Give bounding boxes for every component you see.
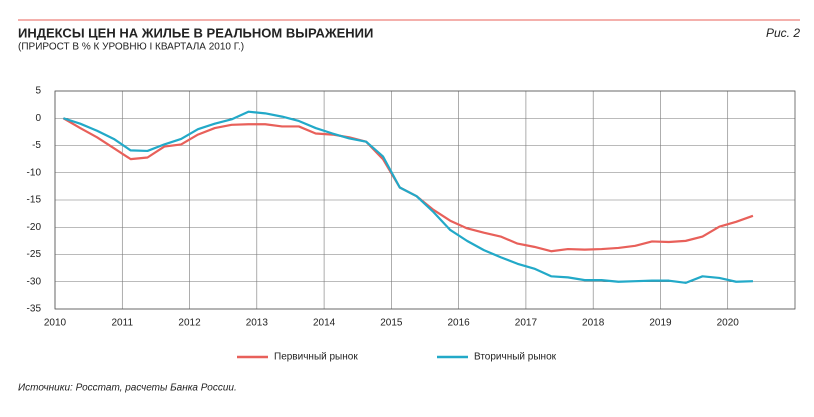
series-line [63,110,753,284]
y-tick-label: -5 [32,140,41,151]
y-tick-label: 5 [35,86,41,97]
plot-frame [54,90,796,310]
x-tick-label: 2020 [717,318,740,329]
y-tick-label: -10 [27,167,42,178]
x-tick-label: 2010 [44,318,67,329]
x-tick-label: 2011 [112,318,134,329]
legend-label: Вторичный рынок [474,352,557,363]
figure-label: Рис. 2 [766,26,800,40]
x-tick-label: 2017 [515,318,538,329]
x-tick-label: 2018 [582,318,605,329]
y-tick-label: -15 [27,195,42,206]
x-tick-label: 2014 [313,318,336,329]
x-tick-label: 2016 [448,318,471,329]
legend-label: Первичный рынок [274,352,358,363]
x-tick-label: 2019 [649,318,672,329]
y-tick-label: -20 [27,222,42,233]
y-tick-label: -30 [27,276,42,287]
source: Источники: Росстат, расчеты Банка России… [18,383,237,394]
x-tick-label: 2013 [246,318,269,329]
x-tick-label: 2012 [178,318,201,329]
y-tick-label: -25 [27,249,42,260]
chart-title: ИНДЕКСЫ ЦЕН НА ЖИЛЬЕ В РЕАЛЬНОМ ВЫРАЖЕНИ… [18,25,373,40]
y-tick-label: -35 [27,304,42,315]
x-tick-label: 2015 [380,318,403,329]
chart-subtitle: (ПРИРОСТ В % К УРОВНЮ I КВАРТАЛА 2010 Г.… [18,42,244,53]
y-tick-label: 0 [35,113,41,124]
series-line [62,117,754,253]
